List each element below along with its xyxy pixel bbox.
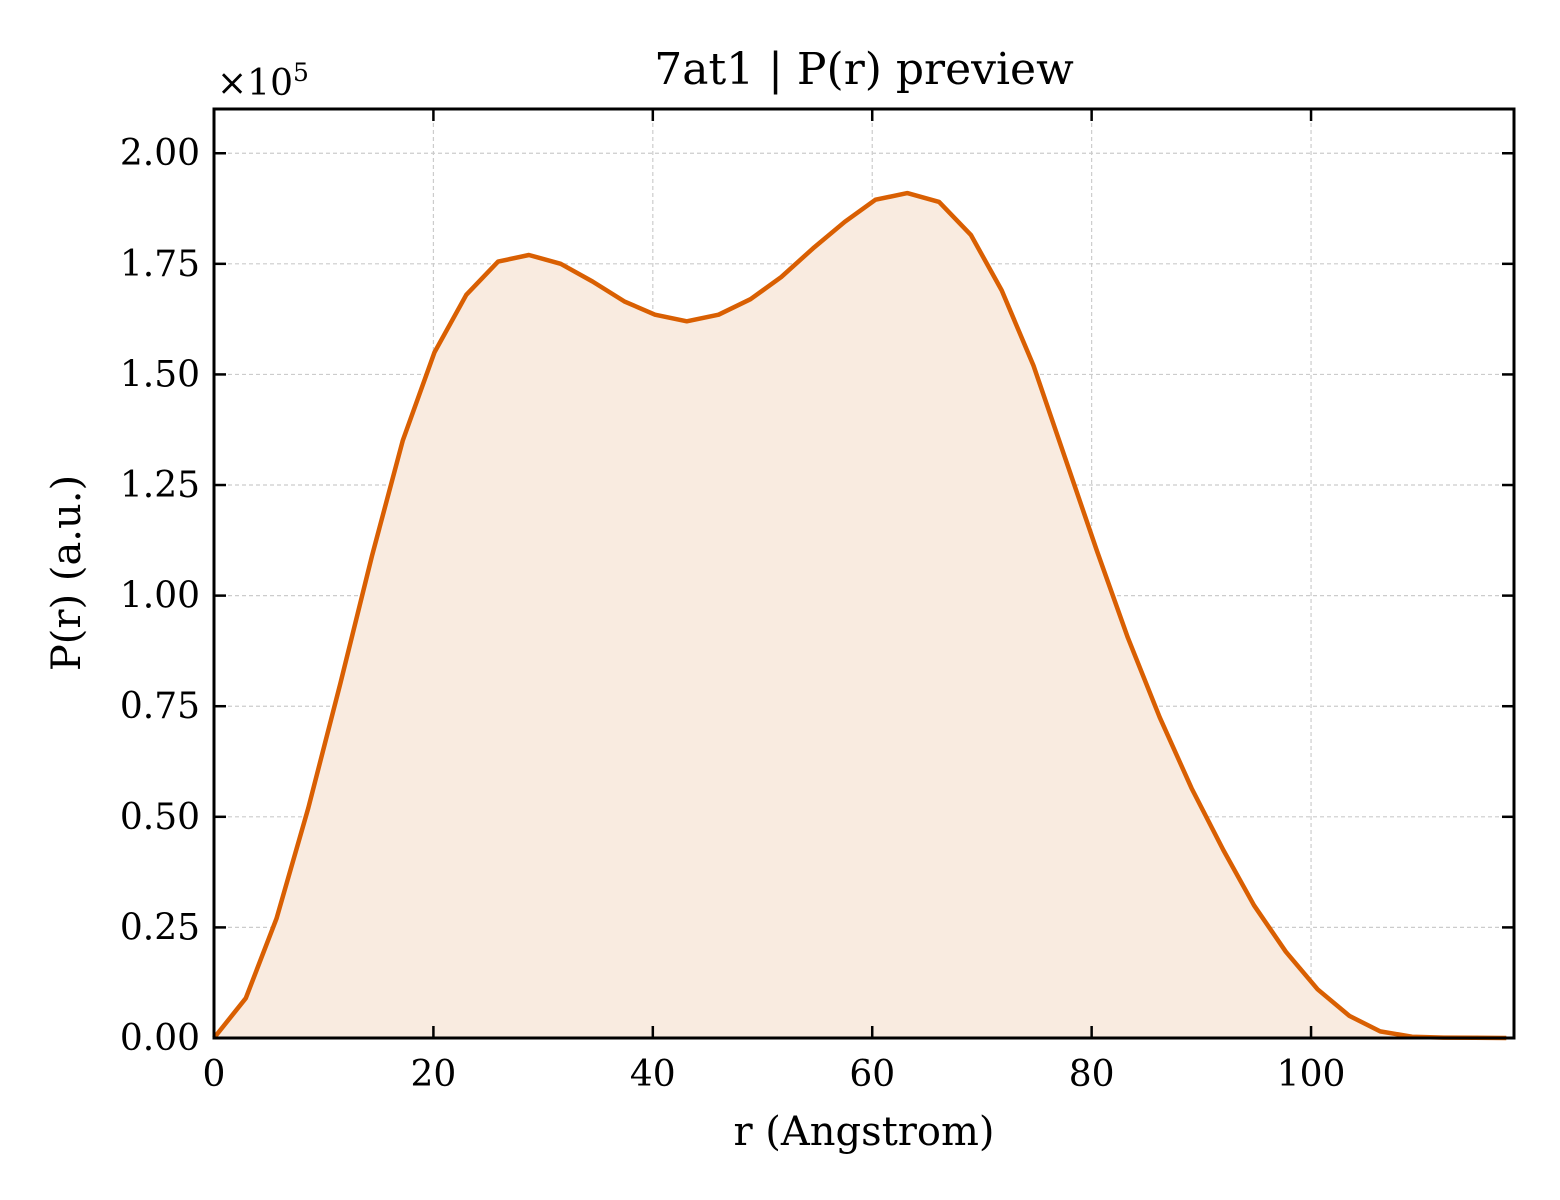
y-axis-multiplier-exponent: 5 — [293, 58, 309, 87]
y-tick-label: 0.00 — [120, 1018, 200, 1059]
x-tick-label: 40 — [630, 1054, 676, 1095]
y-tick-label: 2.00 — [120, 133, 200, 174]
x-tick-label: 20 — [411, 1054, 457, 1095]
x-tick-label: 0 — [203, 1054, 226, 1095]
x-tick-label: 100 — [1277, 1054, 1346, 1095]
y-tick-label: 1.75 — [120, 244, 200, 285]
tick-labels: 0 20 40 60 80 100 0.00 0.25 0.50 0.75 1.00 1.25 1.50… — [120, 133, 1346, 1095]
y-axis-multiplier-base: ×10 — [217, 63, 293, 104]
area-fill — [214, 193, 1507, 1039]
y-tick-label: 0.75 — [120, 686, 200, 727]
y-axis-label: P(r) (a.u.) — [44, 475, 90, 671]
y-tick-label: 0.25 — [120, 907, 200, 948]
series-line — [212, 190, 1507, 1041]
x-axis-label: r (Angstrom) — [733, 1109, 994, 1155]
ticks — [212, 109, 1514, 1040]
y-tick-label: 1.25 — [120, 465, 200, 506]
chart-title: 7at1 | P(r) preview — [654, 44, 1074, 95]
plot-frame — [212, 107, 1516, 1040]
y-tick-label: 1.50 — [120, 354, 200, 395]
y-tick-label: 1.00 — [120, 576, 200, 617]
y-axis-multiplier: ×105 — [217, 58, 309, 104]
y-tick-label: 0.50 — [120, 797, 200, 838]
x-tick-label: 60 — [849, 1054, 895, 1095]
x-tick-label: 80 — [1069, 1054, 1115, 1095]
